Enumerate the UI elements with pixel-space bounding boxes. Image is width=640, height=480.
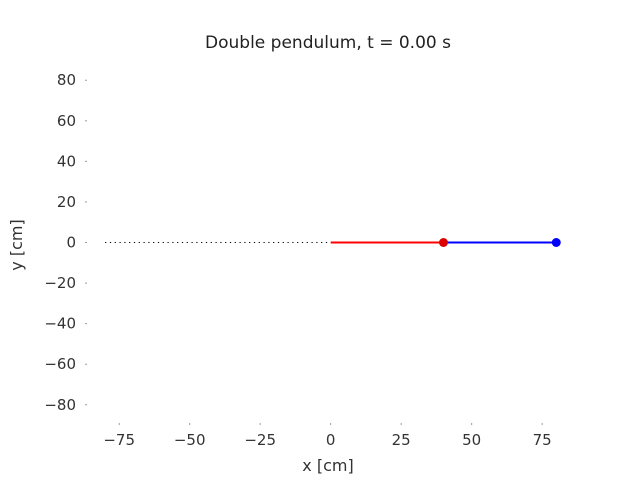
x-tick-label: 50 — [462, 431, 481, 449]
y-tick-label: −80 — [44, 396, 76, 414]
chart-title: Double pendulum, t = 0.00 s — [205, 33, 451, 53]
x-axis-label: x [cm] — [302, 456, 353, 475]
y-tick-label: 80 — [57, 71, 76, 89]
x-tick-label: −50 — [174, 431, 206, 449]
x-tick-label: 75 — [533, 431, 552, 449]
x-tick-label: −75 — [103, 431, 135, 449]
y-ticks: −80 −60 −40 −20 0 20 40 60 80 — [44, 71, 87, 414]
y-axis-label: y [cm] — [7, 219, 26, 270]
x-tick-label: 0 — [326, 431, 336, 449]
bob-2 — [551, 238, 561, 247]
y-tick-label: 60 — [57, 112, 76, 130]
x-tick-label: 25 — [392, 431, 411, 449]
y-tick-label: 0 — [66, 234, 76, 252]
y-tick-label: 40 — [57, 152, 76, 170]
x-tick-label: −25 — [244, 431, 276, 449]
bob-1 — [438, 238, 448, 247]
y-tick-label: −40 — [44, 315, 76, 333]
y-tick-label: 20 — [57, 193, 76, 211]
x-ticks: −75 −50 −25 0 25 50 75 — [103, 423, 552, 449]
plot-marks — [105, 238, 561, 247]
y-tick-label: −20 — [44, 274, 76, 292]
y-tick-label: −60 — [44, 355, 76, 373]
